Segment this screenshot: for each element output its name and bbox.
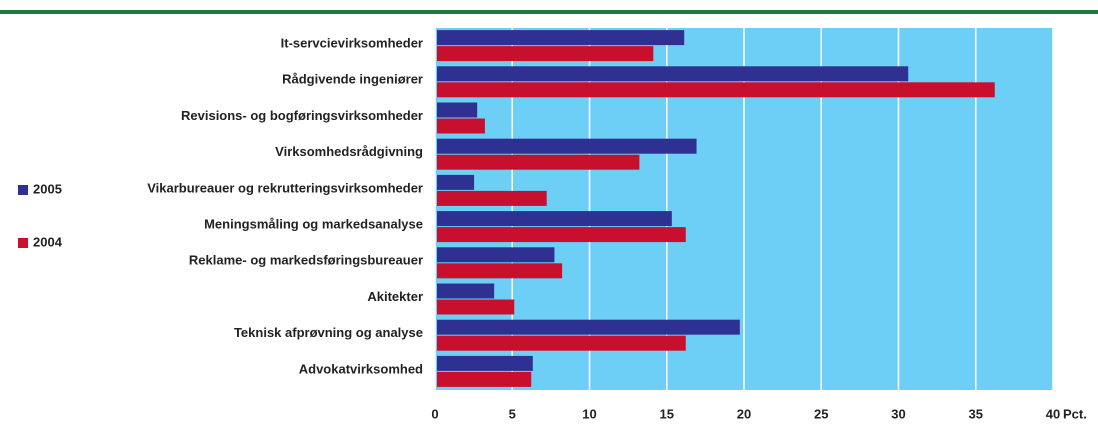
bar [437, 154, 640, 170]
y-tick-label: Teknisk afprøvning og analyse [234, 325, 423, 340]
x-tick-label: 20 [737, 406, 751, 421]
x-tick-label: 25 [814, 406, 828, 421]
bar [437, 66, 909, 82]
x-axis-unit: Pct. [1063, 406, 1087, 421]
bar [437, 227, 686, 243]
y-tick-label: Akitekter [367, 289, 423, 304]
y-tick-label: Advokatvirksomhed [299, 361, 423, 376]
bar [437, 102, 478, 118]
x-tick-label: 10 [582, 406, 596, 421]
y-tick-label: Revisions- og bogføringsvirksomheder [181, 108, 423, 123]
x-tick-label: 5 [509, 406, 516, 421]
bar [437, 283, 495, 299]
bar [437, 30, 685, 46]
bar [437, 247, 555, 263]
legend-swatch [18, 185, 28, 195]
y-tick-label: It-servcievirksomheder [281, 36, 423, 51]
bar [437, 299, 515, 315]
bar [437, 335, 686, 351]
bar [437, 319, 740, 335]
x-tick-label: 15 [660, 406, 674, 421]
x-tick-label: 35 [969, 406, 983, 421]
legend-label: 2005 [33, 181, 62, 196]
bar [437, 138, 697, 154]
bar [437, 118, 485, 134]
x-tick-label: 0 [431, 406, 438, 421]
bar [437, 190, 547, 206]
legend-swatch [18, 238, 28, 248]
legend-label: 2004 [33, 234, 63, 249]
bar [437, 371, 532, 387]
y-tick-label: Reklame- og markedsføringsbureauer [189, 253, 423, 268]
y-tick-label: Rådgivende ingeniører [282, 72, 423, 87]
x-tick-label: 30 [891, 406, 905, 421]
y-tick-label: Meningsmåling og markedsanalyse [204, 217, 423, 232]
x-tick-label: 40 [1046, 406, 1060, 421]
top-rule [0, 10, 1098, 14]
bar [437, 355, 533, 371]
bar [437, 263, 563, 279]
y-tick-label: Virksomhedsrådgivning [275, 144, 423, 159]
bar [437, 174, 475, 190]
bar [437, 46, 654, 62]
bar [437, 82, 995, 98]
bar [437, 211, 672, 227]
y-tick-label: Vikarbureauer og rekrutteringsvirksomhed… [147, 180, 423, 195]
